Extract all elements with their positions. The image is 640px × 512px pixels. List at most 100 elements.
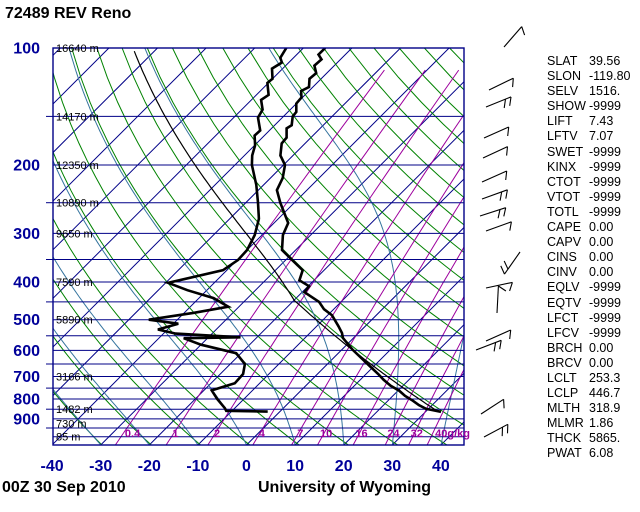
index-row: KINX -9999 [547, 160, 630, 175]
index-label: SWET [547, 144, 584, 159]
dry-adiabat-lines [53, 48, 464, 445]
index-row: SELV 1516. [547, 84, 630, 99]
moist-adiabat-lines [53, 48, 464, 445]
mixing-ratio-lines [114, 69, 464, 445]
height-label: 85 m [56, 432, 80, 444]
pressure-label: 700 [13, 369, 40, 386]
mixing-ratio-label: 32 [411, 428, 423, 440]
index-label: CINV [547, 265, 577, 280]
index-value: -9999 [589, 144, 621, 159]
index-row: PWAT 6.08 [547, 446, 630, 461]
height-label: 14170 m [56, 111, 99, 123]
dewpoint-trace [148, 48, 288, 413]
mixing-ratio-label: 16 [355, 428, 367, 440]
station-title: 72489 REV Reno [5, 5, 132, 22]
index-value: 0.00 [589, 220, 614, 235]
index-label: MLMR [547, 416, 584, 431]
height-labels: 16640 m 14170 m 12350 m 10890 m 9650 m 7590 m… [56, 43, 99, 444]
index-row: VTOT -9999 [547, 190, 630, 205]
index-label: MLTH [547, 401, 581, 416]
index-value: -9999 [589, 325, 621, 340]
pressure-label: 800 [13, 392, 40, 409]
index-value: -9999 [589, 295, 621, 310]
index-value: 1516. [589, 84, 621, 99]
mixing-ratio-label: 7 [297, 428, 303, 440]
index-value: 446.7 [589, 386, 621, 401]
index-row: LFCV -9999 [547, 326, 630, 341]
pressure-minor-ticks [46, 115, 53, 429]
index-value: 39.56 [589, 54, 621, 68]
temperature-label: 10 [286, 458, 304, 475]
wind-barbs [475, 26, 526, 438]
index-label: LFCV [547, 325, 579, 340]
index-label: EQLV [547, 280, 580, 295]
index-label: CTOT [547, 174, 581, 189]
temperature-label: 30 [383, 458, 401, 475]
pressure-label: 300 [13, 226, 40, 243]
plot-border [52, 47, 465, 446]
index-label: BRCH [547, 340, 583, 355]
index-row: CTOT -9999 [547, 175, 630, 190]
stability-indices-panel: SLAT 39.56 SLON -119.80 SELV 1516. SHOW -9999 LI… [547, 54, 630, 462]
index-row: LFTV 7.07 [547, 129, 630, 144]
index-row: MLTH 318.9 [547, 401, 630, 416]
index-row: CAPE 0.00 [547, 220, 630, 235]
index-label: LIFT [547, 114, 573, 129]
mixing-ratio-label: 24 [387, 428, 400, 440]
temperature-label: -40 [41, 458, 64, 475]
index-label: CAPV [547, 235, 582, 250]
index-value: -9999 [589, 280, 621, 295]
index-label: PWAT [547, 446, 582, 461]
data-source-label: University of Wyoming [258, 479, 432, 496]
index-row: CAPV 0.00 [547, 235, 630, 250]
height-label: 16640 m [56, 43, 99, 55]
index-value: 5865. [589, 431, 621, 446]
index-label: LFTV [547, 129, 578, 144]
mixing-ratio-label: 40g/kg [435, 428, 470, 440]
pressure-label: 100 [13, 41, 40, 58]
index-row: LIFT 7.43 [547, 114, 630, 129]
mixing-ratio-label: 2 [214, 428, 220, 440]
temperature-label: -10 [186, 458, 209, 475]
temperature-label: 40 [432, 458, 450, 475]
index-row: CINV 0.00 [547, 265, 630, 280]
index-label: THCK [547, 431, 582, 446]
temperature-trace [275, 48, 442, 414]
index-value: -9999 [589, 99, 621, 114]
pressure-label: 500 [13, 312, 40, 329]
index-label: LCLP [547, 386, 579, 401]
index-value: 7.07 [589, 129, 614, 144]
temperature-label: -20 [138, 458, 161, 475]
height-label: 3166 m [56, 371, 93, 383]
index-value: -9999 [589, 174, 621, 189]
index-label: SELV [547, 84, 579, 99]
isotherm-lines [53, 48, 464, 445]
index-row: TOTL -9999 [547, 205, 630, 220]
index-label: VTOT [547, 189, 581, 204]
index-row: LFCT -9999 [547, 311, 630, 326]
index-value: -9999 [589, 159, 621, 174]
mixing-ratio-label: 10 [320, 428, 332, 440]
index-value: 1.86 [589, 416, 614, 431]
index-row: MLMR 1.86 [547, 416, 630, 431]
index-label: CAPE [547, 220, 582, 235]
index-label: SLAT [547, 54, 578, 68]
temperature-label: -30 [89, 458, 112, 475]
index-value: 318.9 [589, 401, 621, 416]
index-label: LCLT [547, 370, 577, 385]
mixing-ratio-labels: 0.4 1 2 4 7 10 16 24 32 40g/kg [125, 428, 470, 440]
index-value: 253.3 [589, 370, 621, 385]
index-value: 0.00 [589, 355, 614, 370]
index-value: -9999 [589, 189, 621, 204]
sounding-datetime: 00Z 30 Sep 2010 [2, 479, 126, 496]
height-label: 9650 m [56, 228, 93, 240]
index-label: KINX [547, 159, 577, 174]
parcel-trace [133, 50, 439, 413]
height-label: 5890 m [56, 315, 93, 327]
index-row: LCLT 253.3 [547, 371, 630, 386]
index-value: 0.00 [589, 250, 614, 265]
height-label: 7590 m [56, 277, 93, 289]
height-label: 1482 m [56, 404, 93, 416]
